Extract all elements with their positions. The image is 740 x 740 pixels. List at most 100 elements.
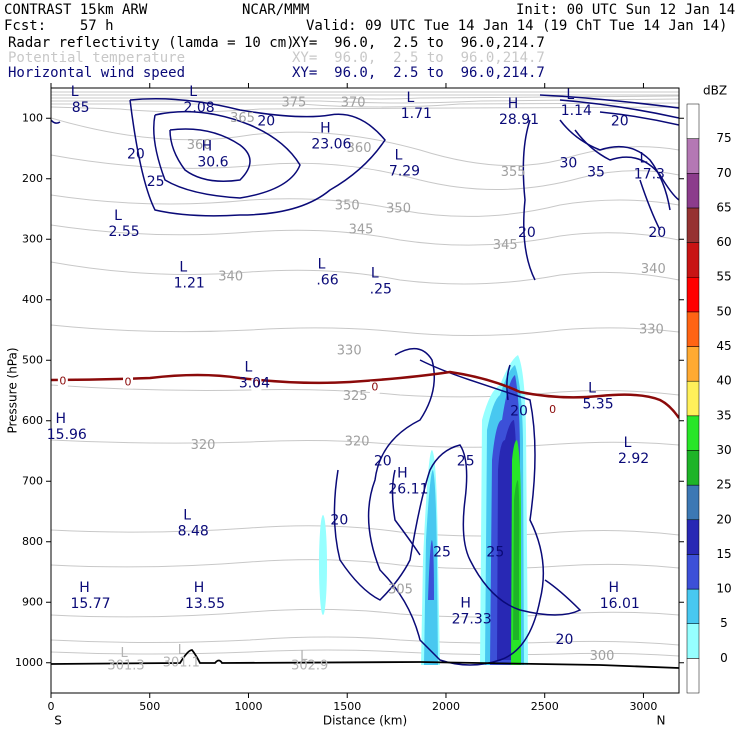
x-tick-label: 2000 — [432, 700, 460, 713]
extremum-letter: H — [460, 595, 471, 611]
colorbar-label: 15 — [716, 547, 731, 561]
zero-isotherm-labels: 0 0 0 0 0 — [57, 374, 558, 416]
theta-contour-label: 330 — [639, 323, 664, 338]
extremum-value: 7.29 — [389, 164, 420, 180]
y-axis-label: Pressure (hPa) — [6, 347, 20, 433]
y-tick-label: 700 — [22, 474, 43, 487]
theta-contour-label: 350 — [386, 202, 411, 217]
wind-contour-label: 25 — [486, 545, 504, 561]
y-tick-label: 200 — [22, 172, 43, 185]
extremum-value: .25 — [370, 282, 392, 298]
theta-faint-label: 301.3 — [107, 658, 144, 673]
colorbar-swatch — [686, 450, 700, 486]
colorbar-label: 60 — [716, 235, 731, 249]
extremum-value: 2.55 — [108, 224, 139, 240]
extremum-value: 1.14 — [561, 103, 592, 119]
plot-title: CONTRAST 15km ARW — [4, 2, 148, 18]
colorbar-swatch — [686, 346, 700, 382]
wind-contour-label: 20 — [556, 632, 574, 648]
y-tick-label: 500 — [22, 353, 43, 366]
x-tick-label: 3000 — [629, 700, 657, 713]
extremum-value: 30.6 — [197, 155, 228, 171]
forecast-hour: Fcst: 57 h — [4, 18, 114, 34]
wind-contour-label: 20 — [648, 225, 666, 241]
wind-contour-label: 20 — [510, 404, 528, 420]
extremum-letter: L — [588, 381, 596, 397]
extremum-letter: L — [624, 435, 632, 451]
colorbar-swatch — [686, 519, 700, 555]
extremum-letter: L — [639, 151, 647, 167]
colorbar-unit: dBZ — [703, 84, 727, 98]
zero-label-bg — [369, 381, 380, 394]
theta-contour-label: 365 — [230, 111, 255, 126]
field-theta-xy: XY= 96.0, 2.5 to 96.0,214.7 — [292, 50, 545, 66]
x-tick-label: 1500 — [333, 700, 361, 713]
colorbar-swatch — [686, 588, 700, 624]
colorbar-swatch — [686, 380, 700, 417]
colorbar-label: 30 — [716, 443, 731, 457]
theta-contour-label: 370 — [341, 96, 366, 111]
extremum-value: 23.06 — [311, 136, 351, 152]
terrain-line — [51, 649, 679, 669]
extremum-letter: H — [608, 580, 619, 596]
y-tick-label: 100 — [22, 111, 43, 124]
extremum-value: 8.48 — [178, 524, 209, 540]
zero-label-bg — [123, 376, 134, 389]
extremum-value: 2.08 — [184, 100, 215, 116]
extremum-value: 1.21 — [174, 276, 205, 292]
wind-contour-label: 30 — [559, 156, 577, 172]
extremum-letter: L — [406, 90, 414, 106]
field-wind-xy: XY= 96.0, 2.5 to 96.0,214.7 — [292, 65, 545, 81]
init-time: Init: 00 UTC Sun 12 Jan 14 — [516, 2, 736, 18]
colorbar-label: 5 — [720, 616, 728, 630]
wind-contour-label: 20 — [611, 113, 629, 129]
colorbar-label: 10 — [716, 582, 731, 596]
extremum-letter: H — [56, 411, 67, 427]
zero-isotherm-label: 0 — [253, 377, 260, 390]
x-end-label-right: N — [657, 714, 666, 728]
extremum-value: 1.71 — [401, 106, 432, 122]
theta-contour-label: 345 — [493, 238, 518, 253]
theta-contour-label: 305 — [388, 583, 413, 598]
colorbar-swatch — [686, 276, 700, 313]
extremum-value: 15.77 — [70, 596, 110, 612]
extremum-letter: L — [114, 208, 122, 224]
extremum-letter: H — [79, 580, 90, 596]
x-tick-label: 0 — [48, 700, 55, 713]
extremum-letter: L — [183, 508, 191, 524]
wind-contour-label: 20 — [518, 225, 536, 241]
wind-contour-label: 20 — [374, 453, 392, 469]
colorbar-label: 25 — [716, 478, 731, 492]
plot-frame — [50, 87, 680, 694]
extremum-value: .66 — [316, 273, 338, 289]
extremum-letter: H — [397, 465, 408, 481]
extremum-letter: L — [189, 84, 197, 100]
colorbar-swatch — [686, 658, 700, 694]
x-axis-label: Distance (km) — [323, 714, 407, 728]
extremum-letter: H — [508, 96, 519, 112]
wind-contour-label: 20 — [127, 147, 145, 163]
colorbar-swatch — [686, 138, 700, 174]
colorbar-swatch — [686, 554, 700, 590]
colorbar-swatch — [686, 207, 700, 243]
wind-contour-label: 20 — [257, 113, 275, 129]
extremum-value: 13.55 — [185, 596, 225, 612]
reflectivity-shading — [319, 355, 528, 665]
wind-contour-label: 25 — [147, 174, 165, 190]
plot-center: NCAR/MMM — [242, 2, 310, 18]
field-theta-name: Potential temperature — [8, 50, 186, 66]
extremum-value: 85 — [72, 100, 90, 116]
extremum-letter: L — [71, 84, 79, 100]
y-tick-label: 400 — [22, 293, 43, 306]
y-tick-label: 300 — [22, 232, 43, 245]
colorbar-label: 75 — [716, 131, 731, 145]
extremum-letter: L — [179, 260, 187, 276]
theta-faint-label: L — [300, 649, 308, 664]
y-tick-label: 600 — [22, 414, 43, 427]
theta-faint-label: L — [178, 643, 186, 658]
colorbar-label: 70 — [716, 166, 731, 180]
x-end-label-left: S — [54, 714, 62, 728]
